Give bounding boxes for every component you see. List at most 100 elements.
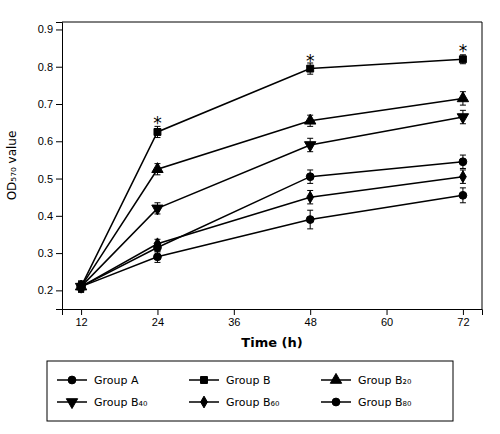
x-axis-title: Time (h) [241, 335, 302, 350]
tick-mark [56, 104, 62, 105]
tick: 0.2 [38, 284, 62, 296]
legend-entry: Group B [189, 374, 271, 387]
error-bar-cap [307, 138, 313, 139]
legend-symbol [330, 373, 341, 383]
tick-mark [234, 309, 235, 315]
tick: 60 [381, 309, 393, 328]
error-bar-cap [307, 169, 313, 170]
legend-symbol [332, 398, 340, 406]
tick-mark [56, 179, 62, 180]
error-bar [307, 190, 313, 203]
x-axis: 122436486072 [63, 309, 483, 328]
legend-entry: Group A [57, 374, 139, 387]
error-bar [78, 282, 84, 291]
tick-label: 0.7 [38, 98, 53, 110]
error-bar [78, 282, 84, 291]
tick: 48 [305, 309, 317, 328]
axis-line [63, 310, 483, 316]
annotation: * [153, 113, 162, 133]
error-bar [460, 170, 466, 183]
tick-label: 0.8 [38, 61, 53, 73]
legend-entry: Group B₈₀ [321, 396, 412, 409]
tick-label: 24 [152, 316, 164, 328]
tick-mark [56, 29, 62, 30]
marker [152, 163, 163, 173]
error-bar-cap [307, 126, 313, 127]
tick-label: 48 [305, 316, 317, 328]
annotations: *** [153, 41, 467, 134]
marker [152, 205, 163, 215]
tick-label: 0.5 [38, 173, 53, 185]
tick: 0.9 [38, 23, 62, 35]
plot: 1224364860720.20.30.40.50.60.70.80.9Time… [5, 22, 483, 350]
error-bar [154, 243, 160, 252]
marker [154, 253, 162, 261]
axis-line [56, 23, 63, 310]
error-bar-cap [307, 74, 313, 75]
error-bar-cap [460, 63, 466, 64]
error-bar-cap [154, 174, 160, 175]
marker [77, 283, 85, 291]
line [81, 117, 463, 287]
error-bar [307, 210, 313, 229]
tick-mark [81, 309, 82, 315]
error-bar-cap [460, 202, 466, 203]
legend-label: Group B₆₀ [226, 396, 280, 409]
marker [306, 216, 314, 224]
line [81, 162, 463, 287]
legend-entry: Group B₆₀ [189, 396, 280, 409]
tick-label: 0.9 [38, 23, 53, 35]
tick-mark [56, 290, 62, 291]
series [75, 110, 468, 293]
marker [154, 244, 162, 252]
error-bar-cap [460, 155, 466, 156]
series [78, 55, 467, 292]
plot-frame [482, 22, 483, 309]
tick-label: 0.4 [38, 210, 53, 222]
tick: 12 [75, 309, 87, 328]
legend-label: Group B₄₀ [94, 396, 148, 409]
legend-frame [47, 361, 453, 421]
legend-label: Group A [94, 374, 139, 387]
tick: 0.8 [38, 61, 62, 73]
tick: 0.5 [38, 173, 62, 185]
error-bar-cap [460, 187, 466, 188]
tick-mark [463, 309, 464, 315]
legend-label: Group B₂₀ [358, 374, 412, 387]
marker [306, 173, 314, 181]
tick-label: 12 [75, 316, 87, 328]
tick: 0.6 [38, 135, 62, 147]
tick-label: 0.6 [38, 135, 53, 147]
tick: 24 [152, 309, 164, 328]
error-bar-cap [307, 228, 313, 229]
error-bar-cap [307, 210, 313, 211]
legend-symbol [201, 396, 208, 408]
tick: 0.7 [38, 98, 62, 110]
legend-symbol [201, 377, 208, 384]
y-axis: 0.2 0.3 0.4 0.5 0.6 0.7 0.8 0.9 [38, 23, 63, 310]
marker [459, 158, 467, 166]
marker [307, 191, 314, 203]
series [77, 155, 467, 291]
line [81, 177, 463, 287]
error-bar-cap [154, 202, 160, 203]
error-bar-cap [154, 137, 160, 138]
error-bar-cap [460, 110, 466, 111]
marker [78, 283, 85, 290]
tick-mark [310, 309, 311, 315]
tick-mark [56, 141, 62, 142]
legend-symbol [66, 399, 77, 409]
tick: 0.3 [38, 247, 62, 259]
marker [460, 171, 467, 183]
tick-mark [56, 216, 62, 217]
tick: 72 [457, 309, 469, 328]
marks [75, 55, 468, 293]
series [75, 92, 468, 291]
tick-mark [157, 309, 158, 315]
error-bar-cap [460, 105, 466, 106]
legend-label: Group B [226, 374, 271, 387]
y-axis-title: OD₅₇₀ value [5, 131, 19, 201]
tick-mark [56, 67, 62, 68]
marker [459, 191, 467, 199]
error-bar-cap [307, 183, 313, 184]
